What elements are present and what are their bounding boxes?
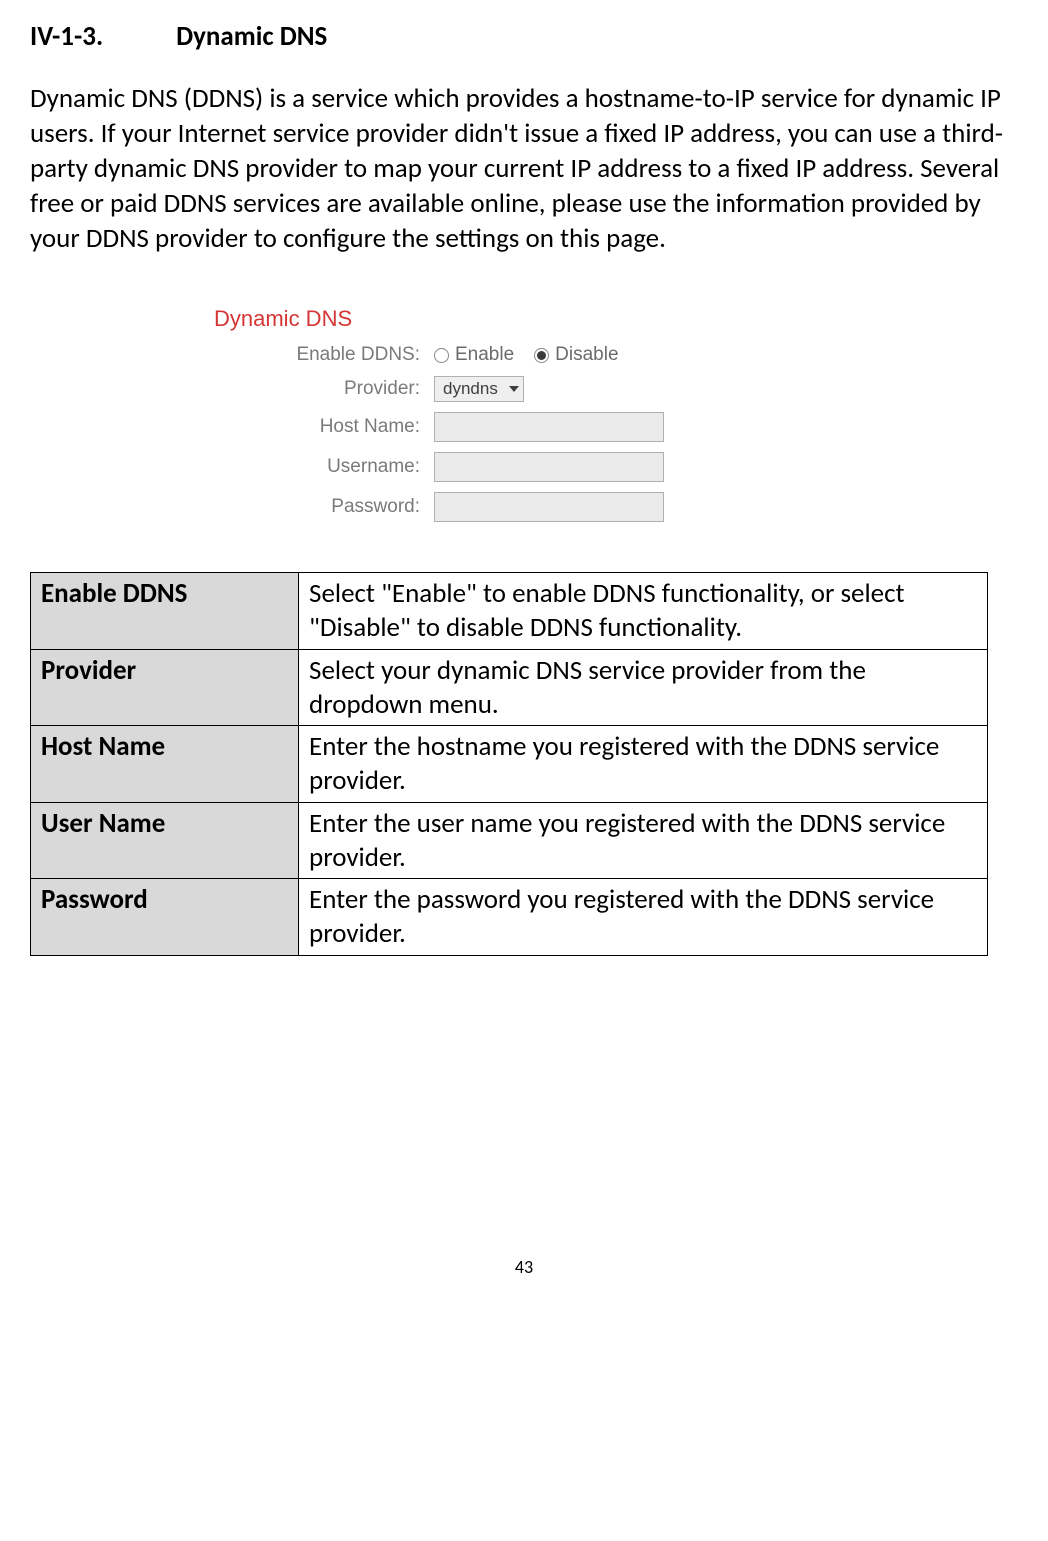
table-cell-desc: Select your dynamic DNS service provider… bbox=[299, 649, 988, 726]
row-password: Password: bbox=[204, 492, 844, 522]
table-row: Provider Select your dynamic DNS service… bbox=[31, 649, 988, 726]
radio-disable-label: Disable bbox=[555, 344, 618, 366]
form-header: Dynamic DNS bbox=[204, 306, 844, 332]
row-hostname: Host Name: bbox=[204, 412, 844, 442]
table-cell-name: Host Name bbox=[31, 726, 299, 803]
table-cell-name: Provider bbox=[31, 649, 299, 726]
label-hostname: Host Name: bbox=[204, 416, 434, 438]
intro-paragraph: Dynamic DNS (DDNS) is a service which pr… bbox=[30, 81, 1018, 256]
section-title: Dynamic DNS bbox=[176, 20, 327, 53]
username-input[interactable] bbox=[434, 452, 664, 482]
label-provider: Provider: bbox=[204, 378, 434, 400]
table-row: Enable DDNS Select "Enable" to enable DD… bbox=[31, 573, 988, 650]
table-cell-desc: Enter the user name you registered with … bbox=[299, 802, 988, 879]
table-row: Host Name Enter the hostname you registe… bbox=[31, 726, 988, 803]
table-row: Password Enter the password you register… bbox=[31, 879, 988, 956]
ddns-form-panel: Dynamic DNS Enable DDNS: Enable Disable … bbox=[204, 306, 844, 522]
row-username: Username: bbox=[204, 452, 844, 482]
radio-enable-label: Enable bbox=[455, 344, 514, 366]
label-password: Password: bbox=[204, 496, 434, 518]
enable-ddns-radio-group: Enable Disable bbox=[434, 344, 633, 366]
provider-selected-value: dyndns bbox=[443, 379, 498, 398]
table-cell-name: Enable DDNS bbox=[31, 573, 299, 650]
page-number: 43 bbox=[30, 1256, 1018, 1278]
table-cell-desc: Enter the hostname you registered with t… bbox=[299, 726, 988, 803]
description-table: Enable DDNS Select "Enable" to enable DD… bbox=[30, 572, 988, 956]
password-input[interactable] bbox=[434, 492, 664, 522]
label-enable-ddns: Enable DDNS: bbox=[204, 344, 434, 366]
hostname-input[interactable] bbox=[434, 412, 664, 442]
section-heading: IV-1-3. Dynamic DNS bbox=[30, 20, 1018, 53]
table-cell-desc: Enter the password you registered with t… bbox=[299, 879, 988, 956]
table-cell-name: User Name bbox=[31, 802, 299, 879]
label-username: Username: bbox=[204, 456, 434, 478]
provider-cell: dyndns bbox=[434, 376, 524, 402]
chevron-down-icon bbox=[509, 386, 519, 392]
radio-disable[interactable] bbox=[534, 348, 549, 363]
row-provider: Provider: dyndns bbox=[204, 376, 844, 402]
section-number: IV-1-3. bbox=[30, 20, 170, 53]
provider-select[interactable]: dyndns bbox=[434, 376, 524, 402]
table-cell-name: Password bbox=[31, 879, 299, 956]
table-row: User Name Enter the user name you regist… bbox=[31, 802, 988, 879]
row-enable-ddns: Enable DDNS: Enable Disable bbox=[204, 344, 844, 366]
table-cell-desc: Select "Enable" to enable DDNS functiona… bbox=[299, 573, 988, 650]
radio-enable[interactable] bbox=[434, 348, 449, 363]
